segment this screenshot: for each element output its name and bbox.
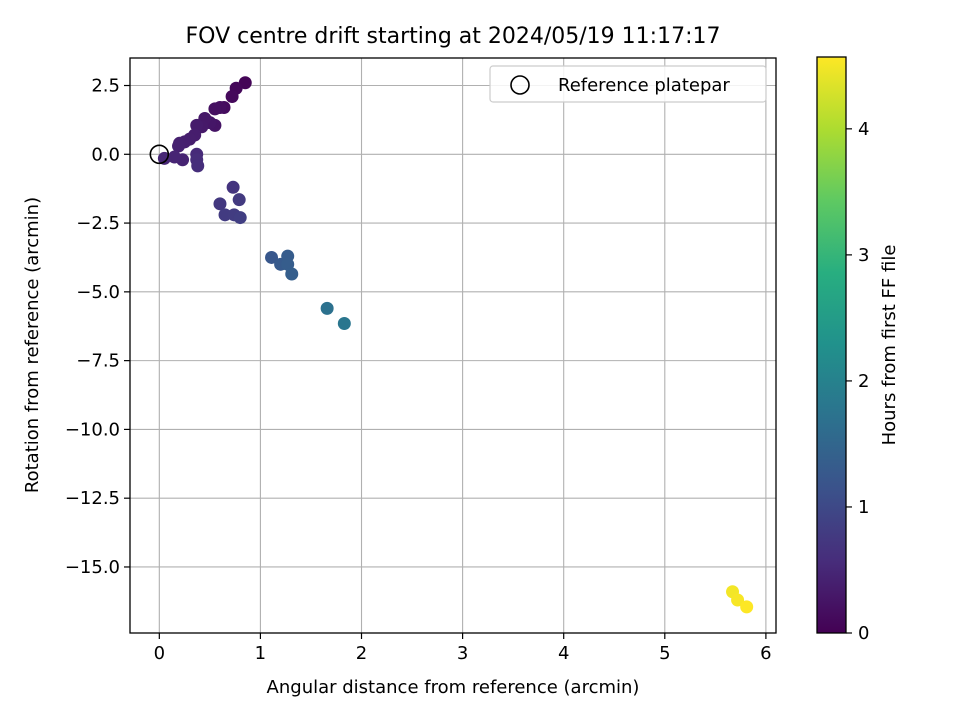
data-point (731, 593, 745, 607)
x-tick-label: 2 (356, 643, 367, 664)
y-tick-label: −12.5 (65, 488, 120, 509)
y-tick-label: 0.0 (91, 144, 120, 165)
y-axis-label: Rotation from reference (arcmin) (22, 197, 43, 493)
colorbar-tick-label: 3 (858, 245, 869, 266)
x-tick-label: 4 (558, 643, 569, 664)
colorbar-tick-label: 4 (858, 119, 869, 140)
data-points (157, 76, 754, 614)
y-tick-label: −15.0 (65, 557, 120, 578)
grid (130, 58, 776, 633)
y-tick-label: −5.0 (76, 282, 120, 303)
data-point (337, 316, 351, 330)
data-point (740, 600, 754, 614)
y-tick-label: −7.5 (76, 351, 120, 372)
x-tick-label: 5 (659, 643, 670, 664)
colorbar-ticks: 0 1 2 3 4 (846, 119, 869, 644)
plot-area (130, 58, 776, 633)
x-axis-ticks: 0 1 2 3 4 5 6 (154, 633, 772, 664)
colorbar-tick-label: 1 (858, 497, 869, 518)
y-tick-label: −10.0 (65, 419, 120, 440)
reference-marker (149, 144, 170, 165)
data-point (232, 193, 246, 207)
x-tick-label: 1 (255, 643, 266, 664)
data-point (265, 250, 279, 264)
data-point (218, 208, 232, 222)
data-point (233, 211, 247, 225)
colorbar: 0 1 2 3 4 Hours from first FF file (816, 56, 900, 644)
colorbar-gradient (817, 57, 846, 633)
data-point (172, 139, 186, 153)
y-axis-ticks: 2.5 0.0 −2.5 −5.0 −7.5 −10.0 −12.5 −15.0 (65, 76, 130, 578)
colorbar-frame (816, 56, 847, 634)
y-tick-label: −2.5 (76, 213, 120, 234)
legend-label: Reference platepar (558, 75, 730, 96)
colorbar-tick-label: 2 (858, 371, 869, 392)
data-point (208, 102, 222, 116)
data-point (285, 267, 299, 281)
x-axis-label: Angular distance from reference (arcmin) (267, 677, 640, 698)
data-point (213, 197, 227, 211)
colorbar-tick-label: 0 (858, 623, 869, 644)
x-tick-label: 0 (154, 643, 165, 664)
data-point (226, 180, 240, 194)
data-point (167, 150, 181, 164)
data-point (225, 90, 239, 104)
legend-marker (510, 75, 530, 95)
data-point (191, 159, 205, 173)
chart-title: FOV centre drift starting at 2024/05/19 … (186, 24, 721, 49)
x-tick-label: 3 (457, 643, 468, 664)
legend: Reference platepar (489, 65, 767, 103)
plot-frame (129, 57, 777, 634)
colorbar-label: Hours from first FF file (879, 245, 900, 446)
x-tick-label: 6 (760, 643, 771, 664)
y-tick-label: 2.5 (91, 76, 120, 97)
data-point (320, 301, 334, 315)
legend-box (489, 65, 767, 103)
